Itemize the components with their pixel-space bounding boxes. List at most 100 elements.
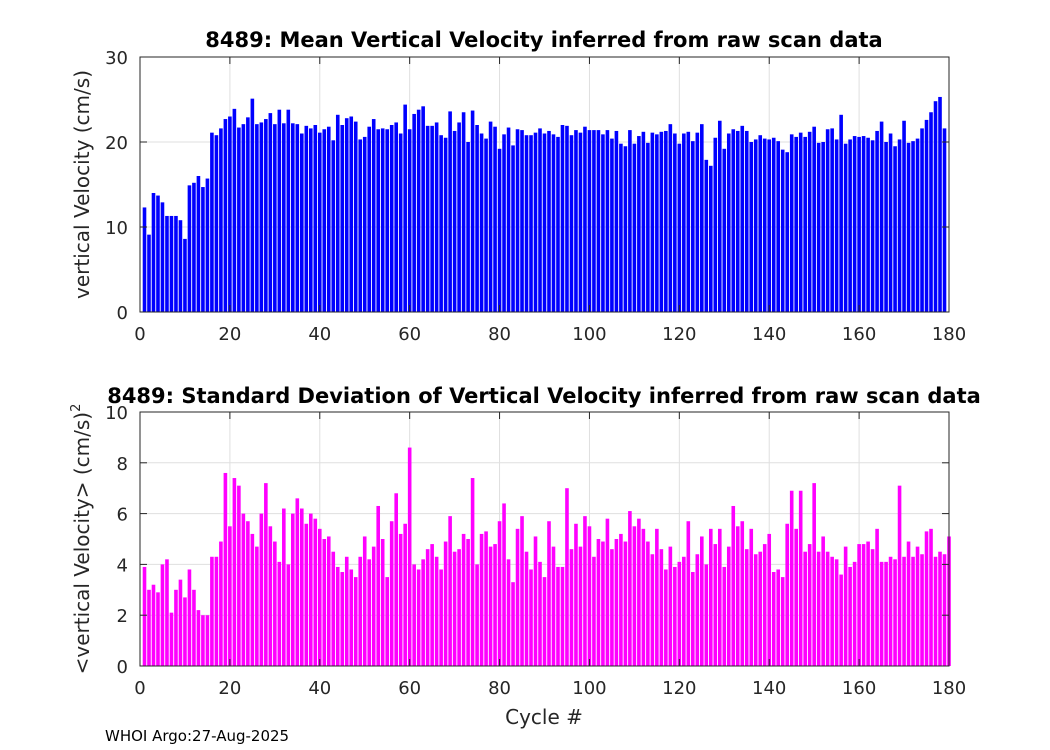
bar: [322, 539, 327, 666]
bar: [870, 140, 875, 312]
bar: [807, 544, 812, 666]
bar: [722, 148, 727, 312]
bar: [762, 544, 767, 666]
bar: [407, 447, 412, 666]
bar: [515, 129, 520, 312]
bar: [933, 101, 938, 312]
bar: [286, 109, 291, 312]
bar: [493, 126, 497, 312]
bar: [255, 546, 259, 666]
bar: [524, 135, 529, 312]
y-axis-label-text: <vertical Velocity> (cm/s): [70, 412, 94, 675]
bar: [825, 551, 830, 666]
bar: [542, 133, 547, 312]
bar: [785, 523, 789, 666]
bar: [812, 483, 816, 666]
bar: [196, 610, 201, 666]
bar: [264, 483, 268, 666]
bar: [691, 141, 695, 312]
bar: [273, 124, 277, 313]
bar: [929, 112, 933, 312]
bar: [538, 561, 542, 666]
bar: [273, 541, 277, 666]
bar: [353, 121, 358, 312]
bar: [295, 124, 300, 313]
bar: [839, 574, 843, 666]
bar: [915, 138, 920, 312]
bar: [434, 122, 439, 312]
bar: [479, 533, 484, 666]
bar: [300, 133, 304, 312]
bar: [340, 572, 345, 666]
bar: [762, 138, 767, 312]
bar: [538, 128, 542, 312]
bar: [214, 556, 219, 666]
bar: [367, 126, 372, 312]
bar: [430, 125, 434, 312]
x-tick-label: 40: [308, 324, 331, 345]
bar: [344, 556, 349, 666]
bar: [295, 498, 300, 666]
bar: [551, 134, 556, 312]
bar: [246, 521, 250, 666]
bar: [353, 577, 358, 666]
bar: [650, 132, 655, 312]
bar: [358, 139, 363, 312]
bar: [938, 96, 942, 312]
bar: [744, 130, 749, 312]
bar: [515, 528, 520, 666]
bar: [187, 185, 192, 312]
y-tick-label: 8: [117, 454, 128, 475]
bar: [776, 141, 781, 312]
bar: [879, 121, 884, 312]
bar: [749, 142, 754, 312]
bar: [174, 215, 178, 312]
bar: [183, 597, 187, 666]
bar: [470, 110, 475, 312]
bar: [187, 569, 192, 666]
bar: [875, 130, 879, 312]
bar: [466, 142, 470, 312]
x-tick-label: 60: [398, 324, 421, 345]
bar: [376, 505, 381, 666]
bar: [304, 523, 309, 666]
bar: [466, 539, 470, 666]
bar: [448, 516, 452, 666]
bar: [709, 528, 713, 666]
bar: [344, 118, 349, 312]
bar: [565, 125, 569, 312]
bar: [488, 121, 493, 312]
bar: [421, 106, 425, 312]
bar: [434, 556, 439, 666]
bar: [780, 149, 785, 312]
x-tick-label: 80: [488, 324, 511, 345]
bar: [389, 125, 394, 312]
bar: [726, 546, 731, 666]
bar: [142, 207, 147, 312]
bar: [767, 139, 772, 312]
bar: [857, 136, 861, 312]
bar: [583, 126, 587, 312]
bar: [232, 478, 237, 666]
bar: [457, 122, 461, 312]
bar: [897, 485, 902, 666]
bar: [250, 533, 255, 666]
bar: [857, 544, 861, 666]
bar: [308, 513, 313, 666]
x-tick-label: 20: [218, 678, 241, 699]
bar: [246, 117, 250, 312]
bar: [713, 137, 718, 312]
chart-title: 8489: Standard Deviation of Vertical Vel…: [107, 384, 981, 408]
x-tick-label: 100: [572, 324, 606, 345]
bar: [300, 508, 304, 666]
bar: [700, 124, 704, 313]
bar: [488, 546, 493, 666]
bar: [205, 178, 210, 312]
bar: [371, 119, 376, 312]
x-tick-label: 20: [218, 324, 241, 345]
y-tick-label: 20: [105, 133, 128, 154]
bar: [677, 561, 682, 666]
bar: [439, 569, 443, 666]
bar: [834, 559, 839, 666]
y-tick-label: 4: [117, 555, 128, 576]
